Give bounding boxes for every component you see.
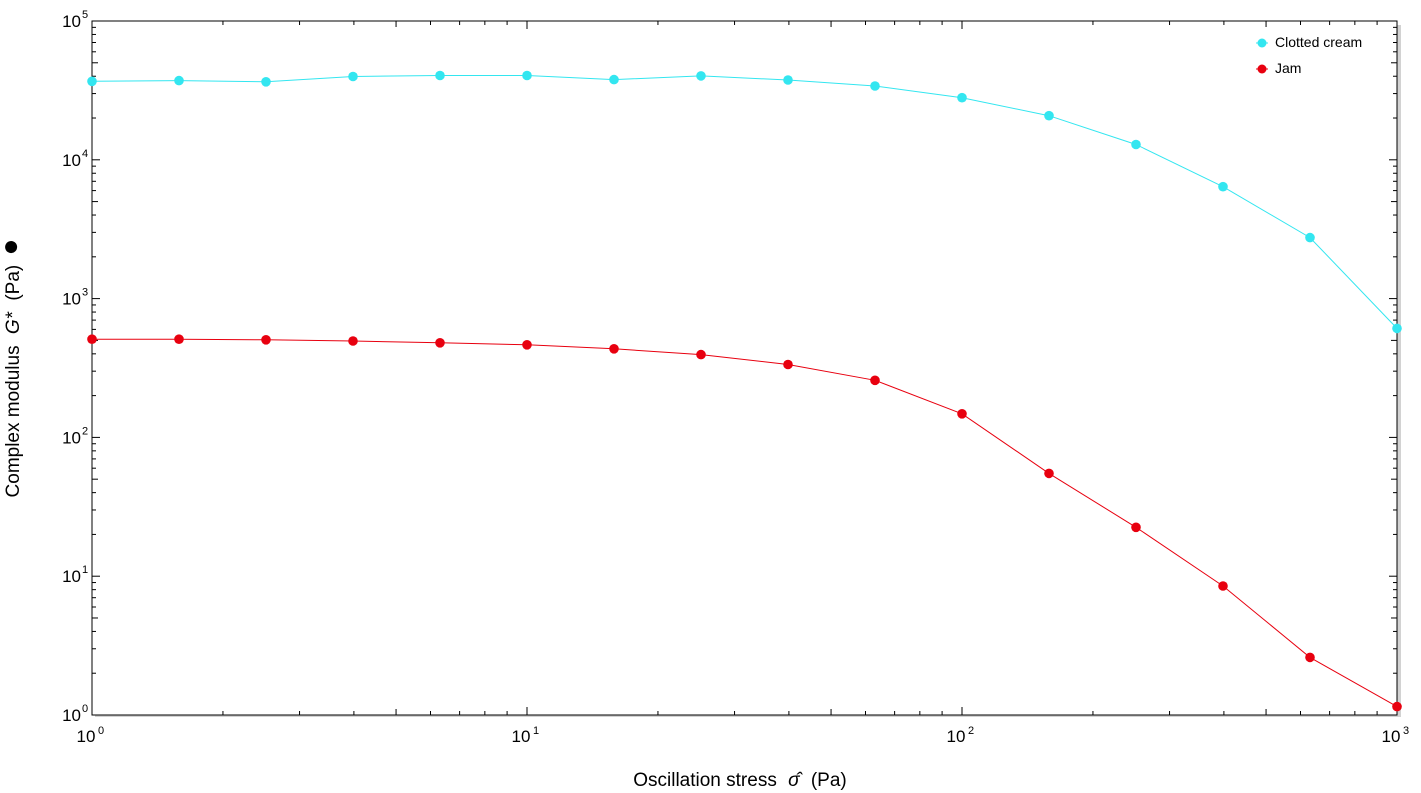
y-tick-exponent: 4	[82, 148, 88, 160]
legend-swatch-marker	[1257, 38, 1267, 48]
data-point	[174, 334, 184, 345]
y-axis-title: Complex modulus G* (Pa) ●	[0, 239, 25, 498]
x-tick-exponent: 3	[1403, 725, 1409, 737]
data-point	[609, 74, 619, 85]
data-point	[435, 338, 445, 348]
data-point	[1044, 110, 1054, 121]
legend-entry-jam: Jam	[1256, 60, 1301, 76]
data-point	[435, 70, 445, 81]
y-tick-label: 10	[62, 151, 81, 170]
data-point	[87, 334, 97, 345]
data-point	[1305, 232, 1315, 243]
legend-entry-clotted-cream: Clotted cream	[1256, 34, 1362, 50]
data-point	[522, 70, 532, 81]
series-line	[92, 338, 1398, 708]
data-point	[783, 359, 793, 370]
y-axis-unit: (Pa)	[3, 265, 24, 301]
data-point	[261, 335, 271, 345]
y-tick-exponent: 3	[82, 287, 88, 299]
legend-label: Jam	[1275, 60, 1301, 76]
series-jam	[87, 334, 1402, 712]
data-point	[696, 71, 706, 81]
series-clotted-cream	[87, 70, 1402, 334]
y-axis-symbol: G*	[3, 311, 24, 334]
y-tick-label: 10	[62, 567, 81, 586]
legend: Clotted cream Jam	[1256, 34, 1362, 76]
data-point	[1131, 139, 1141, 150]
x-axis-title-text: Oscillation stress	[633, 770, 777, 791]
y-tick-label: 10	[62, 290, 81, 309]
y-axis-title-text: Complex modulus	[3, 345, 24, 497]
y-tick-exponent: 0	[82, 703, 88, 715]
data-point	[261, 77, 271, 87]
data-point	[348, 71, 358, 82]
data-point	[1044, 468, 1054, 479]
data-point	[870, 375, 880, 386]
x-tick-label: 10	[1382, 727, 1401, 746]
data-point	[348, 336, 358, 346]
x-axis-title: Oscillation stress σ̂ (Pa)	[633, 770, 847, 791]
data-point	[609, 344, 619, 354]
data-point	[783, 75, 793, 85]
plot-area	[91, 20, 1398, 716]
data-point	[957, 409, 967, 419]
data-point	[87, 76, 97, 87]
y-tick-exponent: 2	[82, 425, 88, 437]
legend-label: Clotted cream	[1275, 34, 1362, 50]
x-axis-unit: (Pa)	[811, 770, 847, 791]
x-tick-exponent: 1	[533, 725, 539, 737]
y-tick-exponent: 1	[82, 564, 88, 576]
series-layer	[87, 70, 1402, 712]
data-point	[174, 75, 184, 86]
y-tick-label: 10	[62, 428, 81, 447]
x-tick-exponent: 0	[98, 725, 104, 737]
data-point	[1392, 701, 1402, 712]
y-tick-label: 10	[62, 706, 81, 725]
y-tick-exponent: 5	[82, 9, 88, 21]
data-point	[1131, 522, 1141, 533]
x-tick-label: 10	[512, 727, 531, 746]
axes: 10 0 10 1 10 2 10 310 010 110 210 310 410 5	[62, 9, 1409, 746]
series-line	[91, 75, 1398, 329]
data-point	[957, 92, 967, 103]
data-point	[1305, 652, 1315, 663]
legend-swatch-marker	[1257, 64, 1267, 74]
data-point	[696, 349, 706, 360]
data-point	[1218, 181, 1228, 192]
y-axis-marker-icon: ●	[0, 239, 25, 256]
x-axis-symbol: σ̂	[788, 770, 803, 791]
data-point	[870, 81, 880, 91]
y-tick-label: 10	[62, 12, 81, 31]
x-tick-label: 10	[77, 727, 96, 746]
x-tick-exponent: 2	[968, 725, 974, 737]
data-point	[1218, 581, 1228, 591]
data-point	[1392, 323, 1402, 334]
data-point	[522, 340, 532, 350]
x-tick-label: 10	[947, 727, 966, 746]
